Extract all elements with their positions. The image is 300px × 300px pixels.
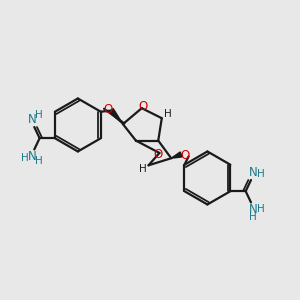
Text: H: H: [34, 156, 42, 166]
Text: H: H: [21, 153, 29, 163]
Text: H: H: [250, 212, 257, 221]
Text: O: O: [153, 148, 162, 161]
Text: H: H: [164, 109, 172, 119]
Text: H: H: [34, 110, 42, 120]
Text: O: O: [138, 100, 148, 113]
Text: O: O: [103, 103, 112, 116]
Polygon shape: [109, 109, 123, 124]
Text: N: N: [28, 150, 36, 163]
Text: N: N: [28, 113, 36, 127]
Text: H: H: [139, 164, 146, 174]
Text: N: N: [249, 203, 258, 216]
Text: N: N: [249, 167, 258, 179]
Text: H: H: [256, 204, 264, 214]
Text: H: H: [256, 169, 264, 178]
Text: O: O: [180, 149, 189, 162]
Polygon shape: [171, 152, 182, 158]
